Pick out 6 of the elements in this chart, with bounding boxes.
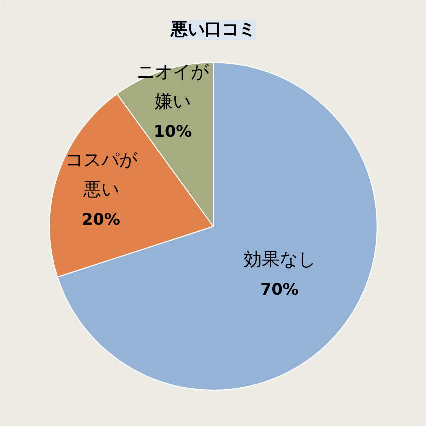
data-label: 20% <box>82 210 120 230</box>
slice-label: 効果なし <box>244 250 316 271</box>
data-label: 70% <box>260 280 299 300</box>
chart-title: 悪い口コミ <box>170 20 256 40</box>
data-label: 10% <box>154 122 192 141</box>
slice-label: コスパが悪い <box>65 150 138 201</box>
